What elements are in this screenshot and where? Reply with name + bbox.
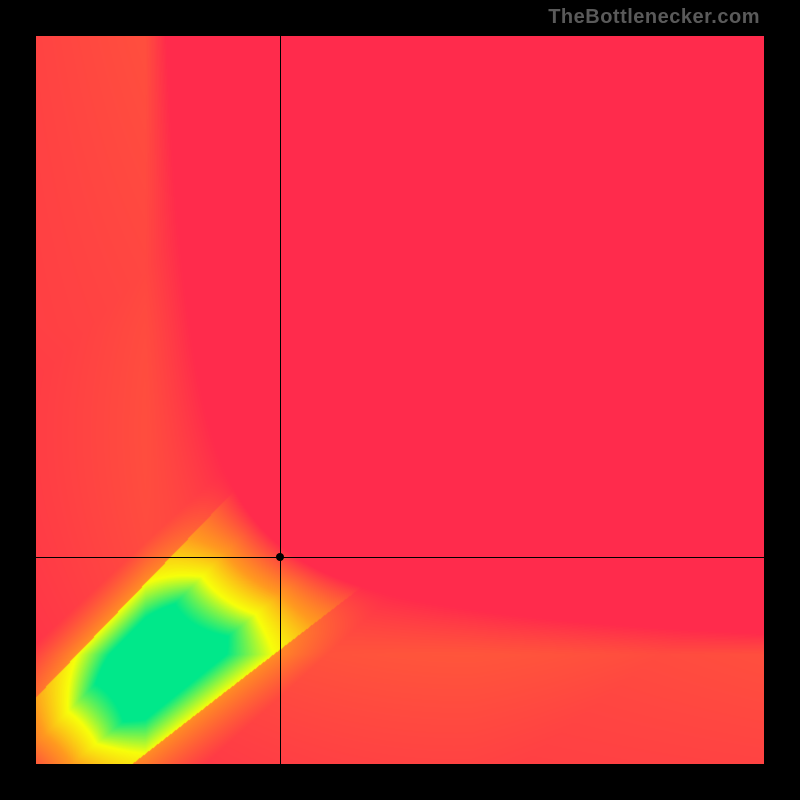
- heatmap-plot: [36, 36, 764, 764]
- watermark-text: TheBottlenecker.com: [548, 6, 760, 29]
- crosshair-vertical: [280, 36, 281, 764]
- crosshair-horizontal: [36, 557, 764, 558]
- heatmap-canvas: [36, 36, 764, 764]
- marker-dot: [276, 553, 284, 561]
